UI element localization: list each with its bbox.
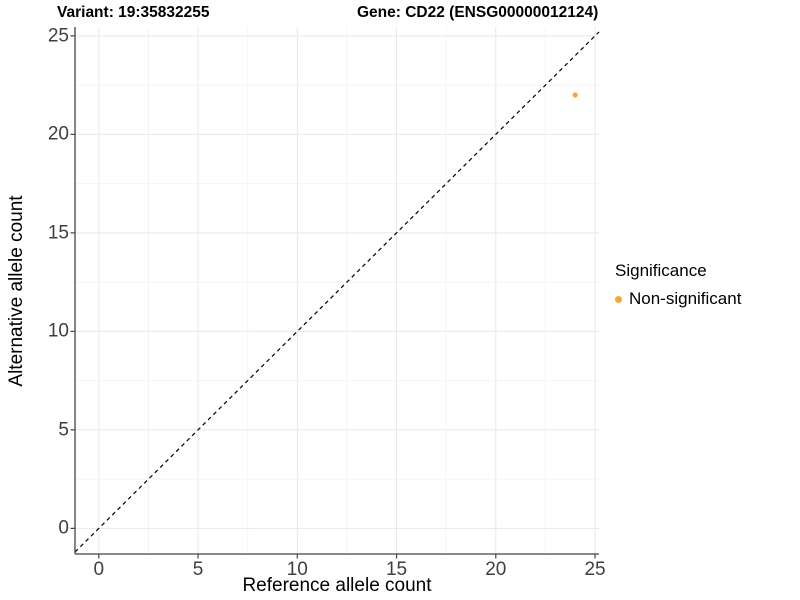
y-tick-label: 10 — [47, 320, 69, 342]
y-axis-title: Alternative allele count — [6, 195, 27, 387]
y-tick-label: 15 — [47, 222, 69, 244]
identity-line — [74, 31, 600, 553]
legend-item-label: Non-significant — [629, 289, 742, 308]
x-tick-label: 15 — [385, 559, 408, 580]
legend-title: Significance — [615, 261, 707, 280]
x-axis-title: Reference allele count — [242, 575, 432, 596]
x-tick-label: 20 — [485, 559, 507, 580]
y-tick-label: 25 — [47, 25, 69, 47]
gene-title: Gene: CD22 (ENSG00000012124) — [357, 4, 599, 21]
y-tick-label: 5 — [58, 419, 69, 441]
legend: Significance Non-significant — [615, 261, 741, 309]
data-point — [572, 92, 578, 98]
y-tick-label: 20 — [47, 123, 69, 145]
x-tick-label: 25 — [584, 559, 606, 580]
y-tick-label: 0 — [58, 517, 69, 539]
legend-point-icon — [615, 295, 622, 303]
variant-title: Variant: 19:35832255 — [57, 4, 210, 21]
x-tick-label: 0 — [93, 559, 105, 580]
x-tick-label: 5 — [192, 559, 204, 580]
legend-item-non-significant: Non-significant — [615, 289, 741, 309]
x-tick-label: 10 — [286, 559, 308, 580]
